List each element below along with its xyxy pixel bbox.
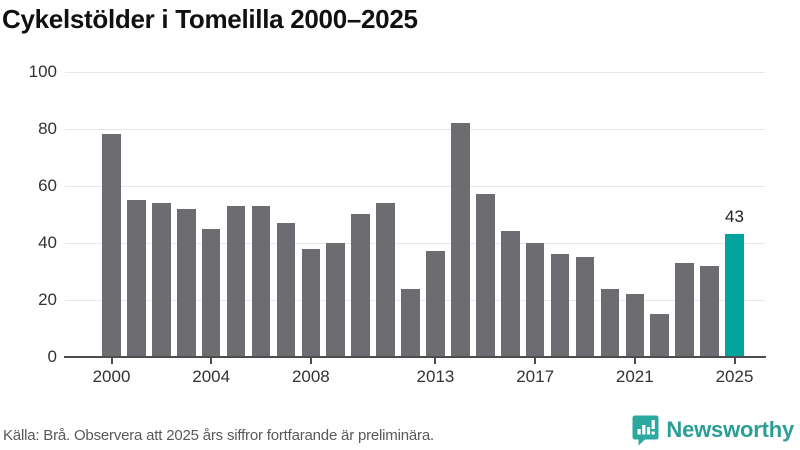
bar-2000 bbox=[102, 134, 121, 357]
bar-2003 bbox=[176, 209, 196, 357]
bar-2023 bbox=[675, 263, 694, 357]
bar-2006 bbox=[251, 206, 271, 357]
source-note: Källa: Brå. Observera att 2025 års siffr… bbox=[3, 427, 434, 444]
chart-title: Cykelstölder i Tomelilla 2000–2025 bbox=[2, 4, 418, 34]
x-tick-2013 bbox=[434, 358, 437, 364]
bar-2009 bbox=[326, 243, 346, 357]
bar-2015 bbox=[476, 194, 495, 357]
x-tick-2021 bbox=[633, 358, 636, 364]
bar-2020 bbox=[600, 289, 620, 357]
bar-2002 bbox=[152, 203, 171, 357]
x-tick-2025 bbox=[733, 358, 736, 364]
x-tick-2000 bbox=[110, 358, 113, 364]
gridline-60 bbox=[65, 185, 765, 187]
x-axis-label-2021: 2021 bbox=[615, 367, 654, 386]
bar-2018 bbox=[550, 254, 570, 357]
bar-2025 bbox=[725, 234, 744, 357]
y-axis-label-40: 40 bbox=[38, 232, 57, 252]
y-axis-label-100: 100 bbox=[28, 61, 57, 81]
bar-2010 bbox=[351, 214, 370, 357]
x-axis-line bbox=[64, 356, 766, 358]
bar-2011 bbox=[376, 203, 395, 357]
bar-2007 bbox=[276, 223, 296, 357]
speech-bubble-bar-chart-icon bbox=[632, 415, 659, 445]
x-axis-label-2013: 2013 bbox=[416, 367, 455, 386]
bar-2021 bbox=[625, 294, 645, 357]
y-axis-label-80: 80 bbox=[38, 118, 57, 138]
x-tick-2004 bbox=[210, 358, 213, 364]
newsworthy-wordmark: Newsworthy bbox=[666, 417, 794, 442]
bar-2014 bbox=[451, 123, 470, 357]
gridline-100 bbox=[65, 71, 765, 73]
x-tick-2008 bbox=[309, 358, 312, 364]
bar-2013 bbox=[426, 251, 445, 357]
gridline-80 bbox=[65, 128, 765, 130]
x-axis-label-2000: 2000 bbox=[92, 367, 131, 386]
bar-2008 bbox=[301, 249, 321, 357]
y-axis-label-60: 60 bbox=[38, 175, 57, 195]
bar-2004 bbox=[201, 229, 221, 357]
newsworthy-logo[interactable]: Newsworthy bbox=[632, 414, 794, 446]
x-axis-label-2004: 2004 bbox=[192, 367, 231, 386]
y-axis-label-0: 0 bbox=[47, 347, 57, 366]
x-axis-label-2017: 2017 bbox=[516, 367, 555, 386]
bar-2016 bbox=[500, 231, 520, 357]
x-axis-label-2008: 2008 bbox=[291, 367, 330, 386]
bar-2024 bbox=[700, 266, 719, 357]
x-tick-2017 bbox=[534, 358, 537, 364]
bar-2017 bbox=[525, 243, 545, 357]
y-axis-label-20: 20 bbox=[38, 289, 57, 309]
bar-2019 bbox=[575, 257, 595, 357]
bar-2012 bbox=[401, 289, 420, 357]
bar-2005 bbox=[226, 206, 246, 357]
bar-2001 bbox=[127, 200, 146, 357]
x-axis-label-2025: 2025 bbox=[715, 367, 754, 386]
bar-2022 bbox=[650, 314, 670, 357]
gridline-40 bbox=[65, 242, 765, 244]
highlight-value-label: 43 bbox=[725, 207, 744, 226]
